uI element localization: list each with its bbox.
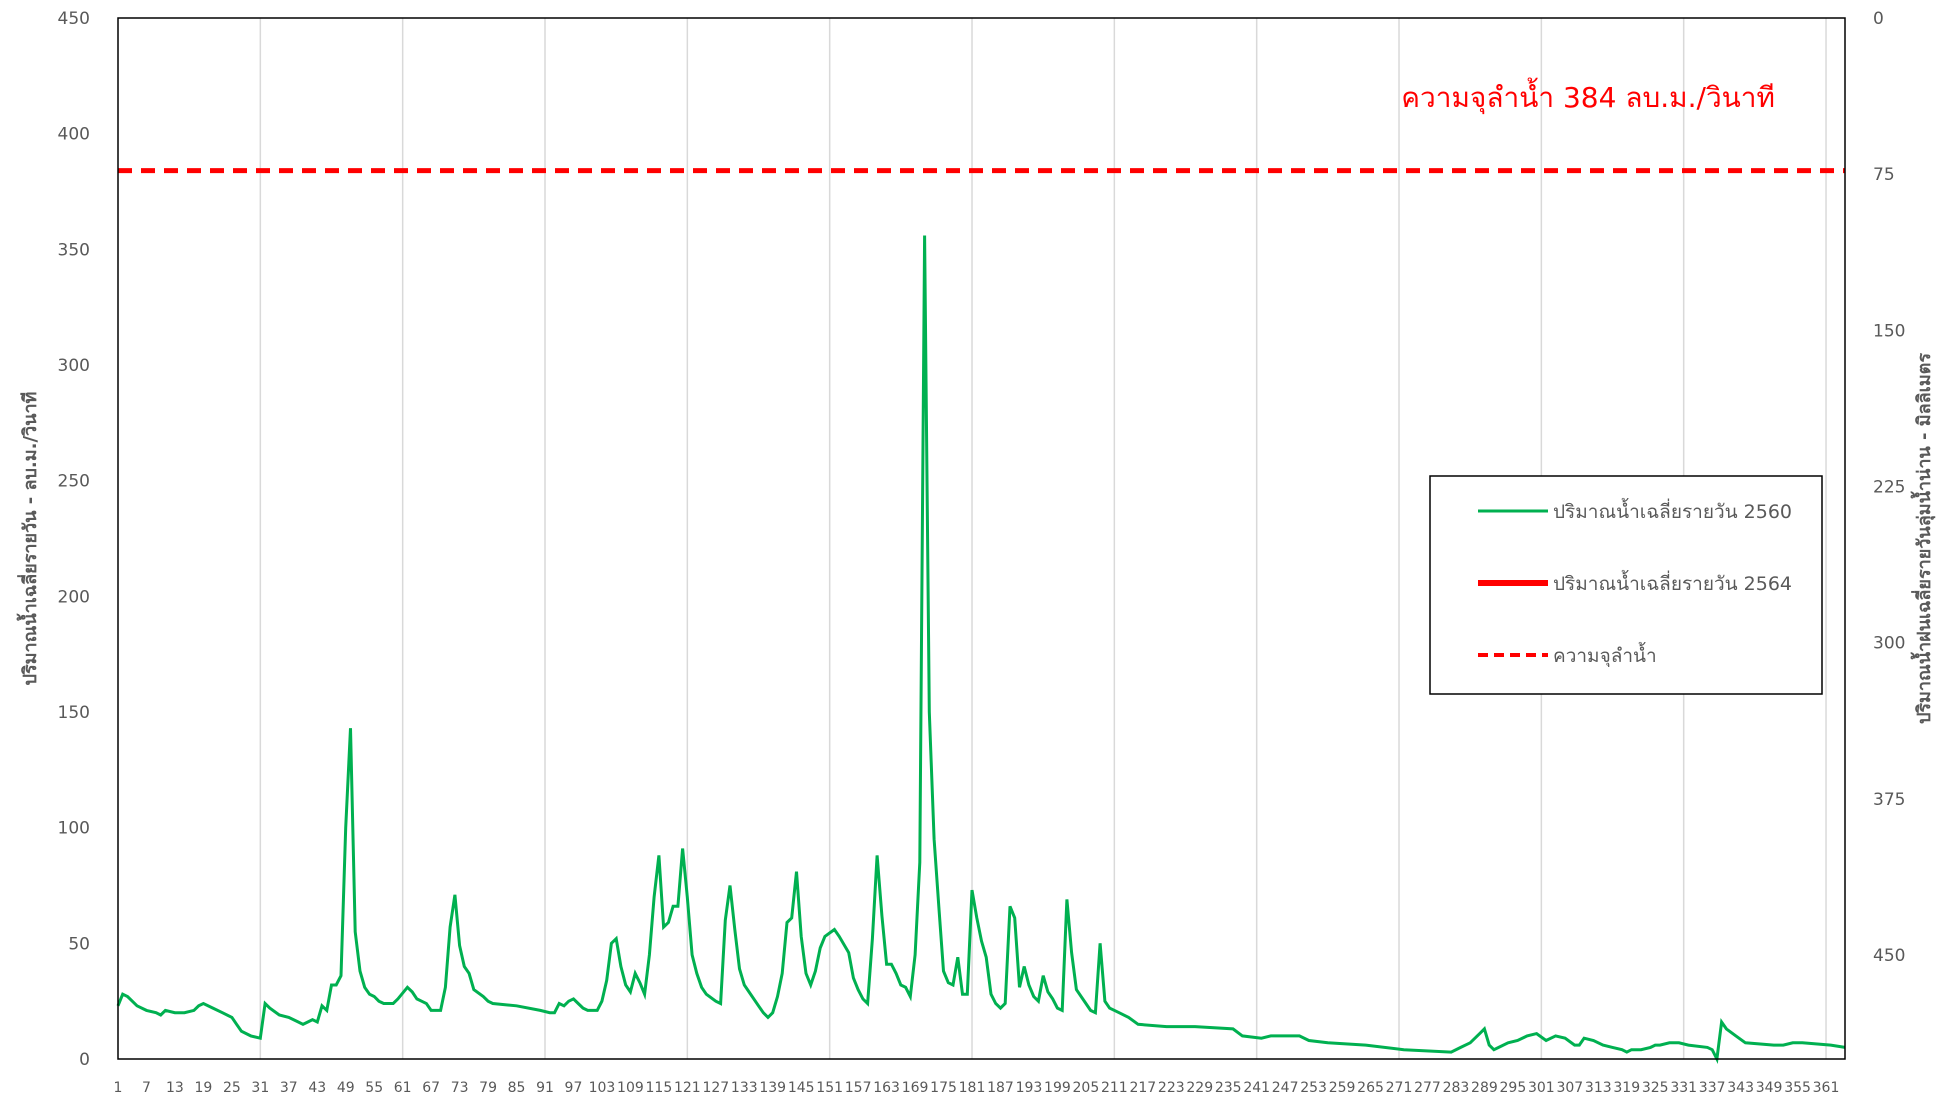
x-tick-label: 361 xyxy=(1813,1080,1840,1096)
y-left-tick-label: 300 xyxy=(58,356,90,376)
legend-label: ปริมาณน้ำเฉลี่ยรายวัน 2560 xyxy=(1553,498,1792,523)
legend-label: ความจุลำน้ำ xyxy=(1553,642,1657,668)
x-tick-label: 277 xyxy=(1414,1080,1441,1096)
y-left-tick-label: 250 xyxy=(58,472,90,492)
x-tick-label: 217 xyxy=(1129,1080,1156,1096)
y-left-tick-label: 0 xyxy=(79,1050,90,1070)
x-tick-label: 337 xyxy=(1699,1080,1726,1096)
x-tick-label: 67 xyxy=(422,1080,440,1096)
y-axis-left-label: ปริมาณน้ำเฉลี่ยรายวัน - ลบ.ม./วินาที xyxy=(16,392,41,686)
y-right-tick-label: 375 xyxy=(1873,790,1905,810)
x-tick-label: 265 xyxy=(1357,1080,1384,1096)
x-tick-label: 235 xyxy=(1215,1080,1242,1096)
x-tick-label: 49 xyxy=(337,1080,355,1096)
x-tick-label: 301 xyxy=(1528,1080,1555,1096)
x-axis-ticks: 1 7 13 19 25 31 37 43 49 55 61 67 73 79 85 91 97 103 109 11… xyxy=(114,1080,1840,1096)
x-tick-label: 199 xyxy=(1044,1080,1071,1096)
x-tick-label: 37 xyxy=(280,1080,298,1096)
x-tick-label: 253 xyxy=(1300,1080,1327,1096)
x-tick-label: 271 xyxy=(1386,1080,1413,1096)
x-tick-label: 61 xyxy=(394,1080,412,1096)
x-tick-label: 13 xyxy=(166,1080,184,1096)
y-left-tick-label: 200 xyxy=(58,587,90,607)
y-right-tick-label: 0 xyxy=(1873,9,1884,29)
x-tick-label: 331 xyxy=(1670,1080,1697,1096)
y-axis-right-label: ปริมาณน้ำฝนเฉลี่ยรายวันลุ่มน้ำน่าน - มิล… xyxy=(1910,353,1936,724)
y-axis-right-ticks: 0 75 150 225 300 375 450 xyxy=(1873,9,1905,966)
x-tick-label: 157 xyxy=(845,1080,872,1096)
y-left-tick-label: 350 xyxy=(58,240,90,260)
x-tick-label: 175 xyxy=(930,1080,957,1096)
x-tick-label: 109 xyxy=(617,1080,644,1096)
y-left-tick-label: 50 xyxy=(68,934,90,954)
legend: ปริมาณน้ำเฉลี่ยรายวัน 2560 ปริมาณน้ำเฉลี่… xyxy=(1429,475,1823,695)
x-tick-label: 25 xyxy=(223,1080,241,1096)
x-tick-label: 163 xyxy=(873,1080,900,1096)
x-tick-label: 229 xyxy=(1186,1080,1213,1096)
x-tick-label: 289 xyxy=(1471,1080,1498,1096)
x-tick-label: 121 xyxy=(674,1080,701,1096)
x-tick-label: 259 xyxy=(1329,1080,1356,1096)
y-right-tick-label: 225 xyxy=(1873,477,1905,497)
x-tick-label: 307 xyxy=(1556,1080,1583,1096)
x-tick-label: 55 xyxy=(365,1080,383,1096)
x-tick-label: 85 xyxy=(508,1080,526,1096)
x-tick-label: 115 xyxy=(646,1080,673,1096)
x-tick-label: 313 xyxy=(1585,1080,1612,1096)
x-tick-label: 19 xyxy=(194,1080,212,1096)
x-tick-label: 1 xyxy=(114,1080,123,1096)
x-tick-label: 91 xyxy=(536,1080,554,1096)
series-line-2560 xyxy=(116,235,1846,1065)
x-tick-label: 223 xyxy=(1158,1080,1185,1096)
x-tick-label: 205 xyxy=(1073,1080,1100,1096)
y-right-tick-label: 300 xyxy=(1873,634,1905,654)
x-tick-label: 31 xyxy=(251,1080,269,1096)
y-right-tick-label: 75 xyxy=(1873,165,1895,185)
x-tick-label: 193 xyxy=(1016,1080,1043,1096)
x-tick-label: 133 xyxy=(731,1080,758,1096)
y-left-tick-label: 150 xyxy=(58,703,90,723)
x-tick-label: 97 xyxy=(565,1080,583,1096)
y-axis-left-ticks: 0 50 100 150 200 250 300 350 400 450 xyxy=(58,9,90,1070)
x-tick-label: 319 xyxy=(1613,1080,1640,1096)
x-tick-label: 355 xyxy=(1784,1080,1811,1096)
x-tick-label: 7 xyxy=(142,1080,151,1096)
x-tick-label: 283 xyxy=(1443,1080,1470,1096)
x-tick-label: 211 xyxy=(1101,1080,1128,1096)
x-tick-label: 43 xyxy=(308,1080,326,1096)
x-tick-label: 187 xyxy=(987,1080,1014,1096)
x-tick-label: 349 xyxy=(1756,1080,1783,1096)
y-right-tick-label: 450 xyxy=(1873,946,1905,966)
x-tick-label: 151 xyxy=(816,1080,843,1096)
x-tick-label: 145 xyxy=(788,1080,815,1096)
legend-label: ปริมาณน้ำเฉลี่ยรายวัน 2564 xyxy=(1553,570,1792,595)
x-tick-label: 127 xyxy=(702,1080,729,1096)
x-tick-label: 325 xyxy=(1642,1080,1669,1096)
x-tick-label: 247 xyxy=(1272,1080,1299,1096)
x-tick-label: 295 xyxy=(1500,1080,1527,1096)
x-tick-label: 79 xyxy=(479,1080,497,1096)
x-tick-label: 343 xyxy=(1727,1080,1754,1096)
capacity-annotation: ความจุลำน้ำ 384 ลบ.ม./วินาที xyxy=(1401,77,1775,115)
y-left-tick-label: 450 xyxy=(58,9,90,29)
x-tick-label: 103 xyxy=(589,1080,616,1096)
x-tick-label: 73 xyxy=(451,1080,469,1096)
grid-lines xyxy=(259,18,1827,1059)
y-right-tick-label: 150 xyxy=(1873,321,1905,341)
y-left-tick-label: 400 xyxy=(58,125,90,145)
y-left-tick-label: 100 xyxy=(58,819,90,839)
x-tick-label: 139 xyxy=(759,1080,786,1096)
plot-area-frame xyxy=(117,17,1846,1060)
x-tick-label: 241 xyxy=(1243,1080,1270,1096)
x-tick-label: 169 xyxy=(902,1080,929,1096)
x-tick-label: 181 xyxy=(959,1080,986,1096)
